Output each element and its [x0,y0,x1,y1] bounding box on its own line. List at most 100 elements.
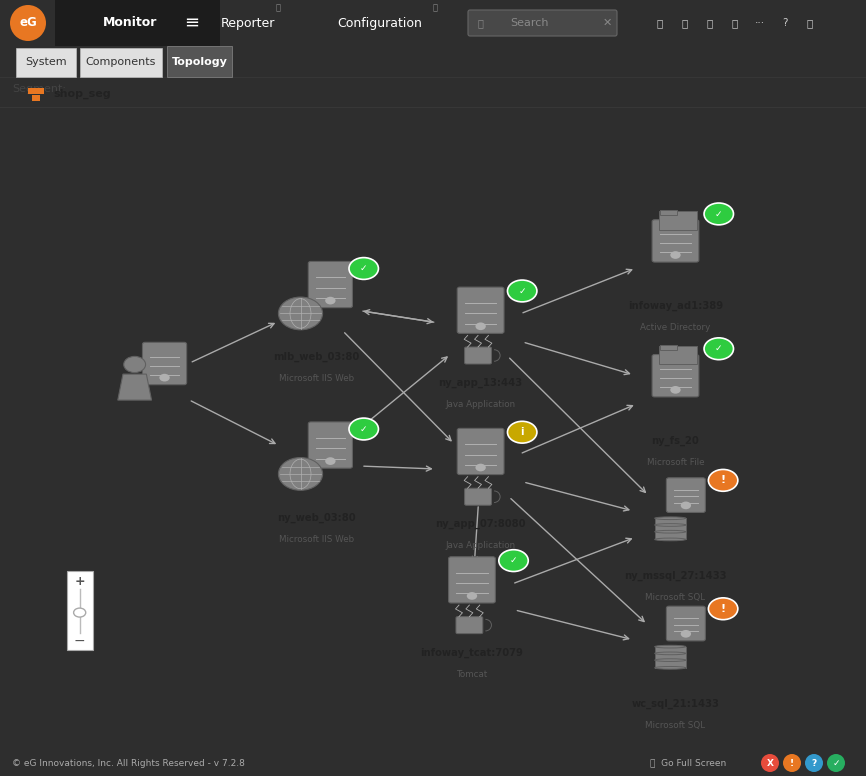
Text: ✓: ✓ [832,758,840,767]
Text: −: − [74,634,86,648]
Text: Microsoft SQL: Microsoft SQL [645,593,706,601]
Bar [36,88,44,93]
Circle shape [349,258,378,279]
FancyBboxPatch shape [308,422,352,468]
Circle shape [74,608,86,617]
FancyBboxPatch shape [308,262,352,307]
Text: infoway_ad1:389: infoway_ad1:389 [628,300,723,311]
Text: Tomcat: Tomcat [456,670,488,679]
Circle shape [499,549,528,571]
Text: ✓: ✓ [360,424,367,434]
Text: Java Application: Java Application [446,400,515,409]
Ellipse shape [655,646,686,648]
Circle shape [475,464,486,471]
Text: Java Application: Java Application [446,542,515,550]
Bar [655,660,686,668]
Circle shape [681,501,691,509]
Text: Active Directory: Active Directory [640,323,711,332]
FancyBboxPatch shape [652,355,699,397]
FancyBboxPatch shape [142,342,187,385]
Text: ✕: ✕ [603,18,611,28]
Text: 🔍: 🔍 [477,18,483,28]
Circle shape [349,418,378,440]
FancyBboxPatch shape [465,488,492,505]
Text: !: ! [721,476,726,485]
Text: ✓: ✓ [360,264,367,273]
FancyBboxPatch shape [457,428,504,475]
Circle shape [278,458,322,490]
Circle shape [124,356,145,372]
FancyBboxPatch shape [652,220,699,262]
Text: ny_web_03:80: ny_web_03:80 [277,512,355,523]
Text: 🔗: 🔗 [682,18,688,28]
Text: ?: ? [811,758,817,767]
Circle shape [805,754,823,772]
Circle shape [704,203,734,225]
FancyBboxPatch shape [457,287,504,334]
Ellipse shape [655,524,686,526]
Ellipse shape [655,517,686,520]
Text: Monitor: Monitor [103,16,158,29]
FancyBboxPatch shape [660,345,697,365]
Text: !: ! [721,604,726,614]
Bar [655,532,686,539]
Ellipse shape [655,538,686,541]
Text: +: + [74,575,85,587]
Text: ✓: ✓ [510,556,517,565]
FancyBboxPatch shape [667,478,706,512]
Text: ?: ? [782,18,788,28]
Text: ny_mssql_27:1433: ny_mssql_27:1433 [624,570,727,580]
Bar [655,518,686,526]
Circle shape [475,322,486,330]
Circle shape [708,469,738,491]
Circle shape [507,280,537,302]
Text: ✓: ✓ [519,286,526,296]
Text: ny_fs_20: ny_fs_20 [651,435,700,445]
Polygon shape [118,374,152,400]
Text: Configuration: Configuration [338,16,423,29]
Circle shape [467,592,477,600]
Circle shape [681,630,691,638]
Text: mlb_web_03:80: mlb_web_03:80 [273,352,359,362]
FancyBboxPatch shape [167,46,232,77]
Text: ⧉: ⧉ [432,4,437,12]
Bar [32,95,40,101]
Circle shape [159,374,170,382]
FancyBboxPatch shape [80,48,162,77]
Text: ny_app_07:8080: ny_app_07:8080 [436,519,526,529]
Circle shape [708,598,738,620]
Text: ···: ··· [755,18,765,28]
Text: Topology: Topology [171,57,228,67]
Text: Components: Components [86,57,156,67]
Text: Microsoft SQL: Microsoft SQL [645,721,706,730]
Text: System: System [25,57,67,67]
FancyBboxPatch shape [661,345,677,350]
Text: eG: eG [19,16,37,29]
Circle shape [704,338,734,359]
FancyBboxPatch shape [16,48,76,77]
Text: ny_app_13:443: ny_app_13:443 [438,378,523,388]
Ellipse shape [655,659,686,661]
FancyBboxPatch shape [661,210,677,215]
Circle shape [783,754,801,772]
FancyBboxPatch shape [465,347,492,364]
Text: ✓: ✓ [715,345,722,353]
Text: !: ! [790,758,794,767]
FancyBboxPatch shape [660,211,697,230]
Circle shape [670,386,681,393]
Text: 👤: 👤 [657,18,663,28]
Ellipse shape [655,667,686,669]
Bar [655,646,686,654]
Circle shape [278,297,322,330]
FancyBboxPatch shape [449,556,495,603]
Text: Search: Search [510,18,548,28]
Circle shape [761,754,779,772]
Ellipse shape [655,652,686,655]
Text: i: i [520,428,524,437]
Bar [655,525,686,532]
Text: ⛶  Go Full Screen: ⛶ Go Full Screen [650,758,727,767]
Text: shop_seg: shop_seg [53,88,111,99]
Circle shape [326,457,336,465]
Text: Microsoft IIS Web: Microsoft IIS Web [279,375,353,383]
FancyBboxPatch shape [456,617,483,634]
